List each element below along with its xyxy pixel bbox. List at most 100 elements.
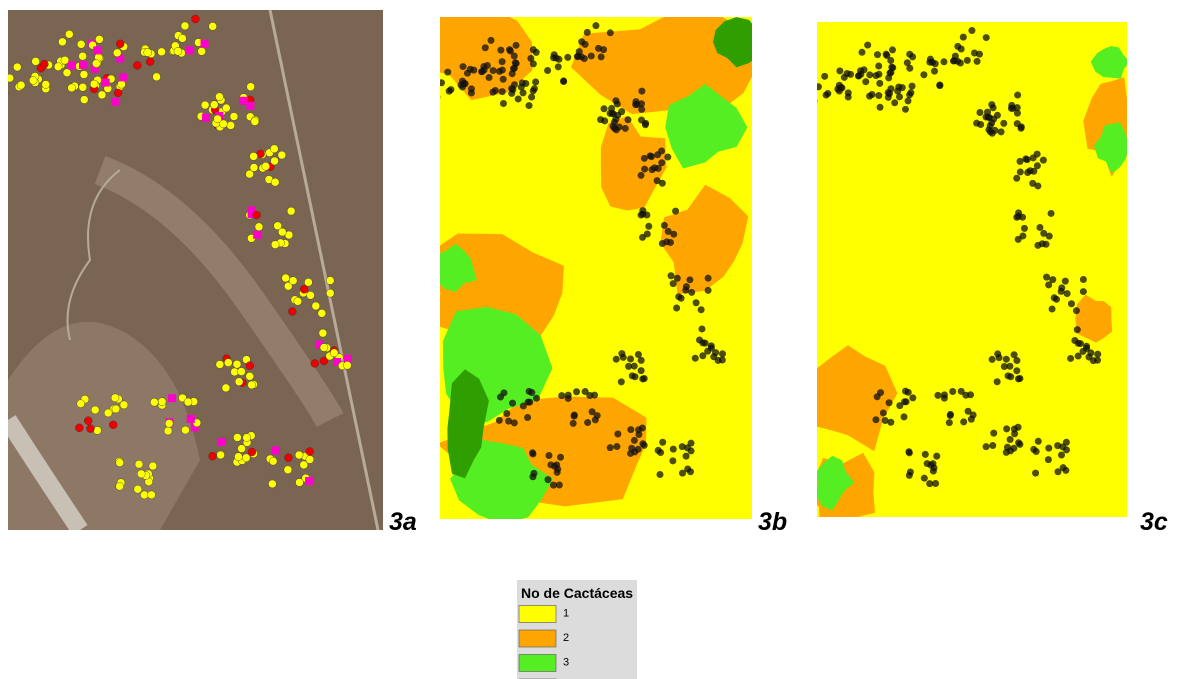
cactus-point xyxy=(1006,363,1013,370)
cactus-point xyxy=(555,63,562,70)
cactus-point xyxy=(91,406,99,414)
cactus-point xyxy=(705,287,712,294)
cactus-point xyxy=(622,125,629,132)
cactus-point xyxy=(601,105,608,112)
cactus-point xyxy=(1011,426,1018,433)
cactus-point xyxy=(233,360,241,368)
cactus-point xyxy=(613,356,620,363)
cactus-point xyxy=(529,473,536,480)
cactus-point xyxy=(1019,232,1026,239)
cactus-point xyxy=(530,46,537,53)
cactus-point xyxy=(672,208,679,215)
cactus-point xyxy=(186,46,194,54)
cactus-point xyxy=(1034,242,1041,249)
cactus-point xyxy=(1015,439,1022,446)
cactus-point xyxy=(1003,356,1010,363)
cactus-point xyxy=(0,89,8,97)
cactus-point xyxy=(168,394,176,402)
cactus-point xyxy=(821,73,828,80)
density-map-c xyxy=(793,22,1137,532)
cactus-point xyxy=(571,413,578,420)
cactus-point xyxy=(989,442,996,449)
cactus-point xyxy=(874,393,881,400)
cactus-point xyxy=(246,362,254,370)
cactus-point xyxy=(921,475,928,482)
cactus-point xyxy=(1049,305,1056,312)
cactus-point xyxy=(42,80,50,88)
cactus-point xyxy=(144,48,152,56)
cactus-point xyxy=(526,399,533,406)
cactus-point xyxy=(920,71,927,78)
cactus-point xyxy=(1015,375,1022,382)
cactus-point xyxy=(209,22,217,30)
cactus-point xyxy=(524,414,531,421)
cactus-point xyxy=(965,408,972,415)
cactus-point xyxy=(95,35,103,43)
cactus-point xyxy=(1094,351,1101,358)
cactus-point xyxy=(300,285,308,293)
cactus-point xyxy=(269,457,277,465)
cactus-point xyxy=(1021,225,1028,232)
cactus-point xyxy=(222,384,230,392)
cactus-point xyxy=(836,67,843,74)
cactus-point xyxy=(900,413,907,420)
cactus-point xyxy=(133,61,141,69)
cactus-point xyxy=(687,468,694,475)
cactus-point xyxy=(1040,157,1047,164)
cactus-point xyxy=(287,207,295,215)
cactus-point xyxy=(109,421,117,429)
cactus-point xyxy=(976,109,983,116)
cactus-point xyxy=(611,119,618,126)
cactus-point xyxy=(1074,326,1081,333)
cactus-point xyxy=(282,274,290,282)
cactus-point xyxy=(658,147,665,154)
cactus-point xyxy=(102,79,110,87)
cactus-point xyxy=(215,93,223,101)
cactus-point xyxy=(635,426,642,433)
cactus-point xyxy=(318,309,326,317)
cactus-point xyxy=(210,101,218,109)
cactus-point xyxy=(556,482,563,489)
cactus-point xyxy=(564,54,571,61)
cactus-point xyxy=(234,453,242,461)
cactus-point xyxy=(618,108,625,115)
cactus-point xyxy=(858,49,865,56)
cactus-point xyxy=(875,92,882,99)
cactus-point xyxy=(1053,296,1060,303)
cactus-point xyxy=(1004,444,1011,451)
cactus-point xyxy=(960,418,967,425)
cactus-point xyxy=(528,94,535,101)
cactus-point xyxy=(438,79,445,86)
cactus-point xyxy=(312,302,320,310)
cactus-point xyxy=(990,430,997,437)
cactus-point xyxy=(954,58,961,65)
cactus-point xyxy=(679,443,686,450)
cactus-point xyxy=(6,74,14,82)
cactus-point xyxy=(235,378,243,386)
cactus-point xyxy=(484,62,491,69)
cactus-point xyxy=(214,115,222,123)
cactus-point xyxy=(864,42,871,49)
cactus-point xyxy=(629,372,636,379)
cactus-point xyxy=(613,443,620,450)
cactus-point xyxy=(607,29,614,36)
cactus-point xyxy=(902,106,909,113)
cactus-point xyxy=(931,68,938,75)
cactus-point xyxy=(1018,125,1025,132)
cactus-point xyxy=(845,89,852,96)
cactus-point xyxy=(989,356,996,363)
cactus-point xyxy=(518,84,525,91)
cactus-point xyxy=(246,372,254,380)
cactus-point xyxy=(600,46,607,53)
cactus-point xyxy=(330,349,338,357)
cactus-point xyxy=(824,90,831,97)
cactus-point xyxy=(638,357,645,364)
cactus-point xyxy=(960,34,967,41)
cactus-point xyxy=(642,121,649,128)
cactus-point xyxy=(489,89,496,96)
cactus-point xyxy=(433,94,440,101)
cactus-point xyxy=(500,100,507,107)
cactus-point xyxy=(198,47,206,55)
cactus-point xyxy=(227,121,235,129)
cactus-point xyxy=(692,355,699,362)
